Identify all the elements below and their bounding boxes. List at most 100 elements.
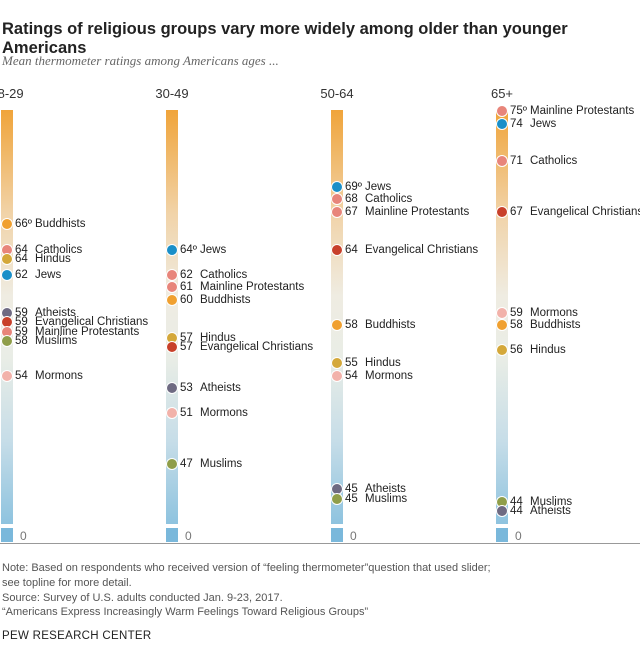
data-label: 54 Mormons [345,370,413,382]
data-label: 44 Atheists [510,505,571,517]
group-label: Muslims [530,495,573,508]
group-label: Hindus [35,253,71,266]
value-label: 59 [15,306,28,319]
note-cont: see topline for more detail. [2,577,132,589]
group-label: Muslims [200,457,243,470]
data-label: 59 Mainline Protestants [15,326,139,338]
data-label: 59 Evangelical Christians [15,316,148,328]
chart-subtitle: Mean thermometer ratings among Americans… [2,53,279,68]
data-label: 44 Muslims [510,496,572,508]
note: Note: Based on respondents who received … [2,562,491,574]
data-point [331,193,343,206]
data-point [331,205,343,218]
value-label: 66º [15,218,32,231]
data-point [166,382,178,395]
chart-title: Ratings of religious groups vary more wi… [2,20,568,57]
zero-block [166,528,178,542]
data-point [166,268,178,281]
data-label: 45 Atheists [345,483,406,495]
data-point [331,319,343,332]
data-label: 64 Hindus [15,253,71,265]
value-label: 59 [15,325,28,338]
data-point [496,155,508,168]
data-point [166,243,178,256]
data-label: 64 Evangelical Christians [345,244,478,256]
value-label: 62 [180,268,193,281]
zero-block [331,528,343,542]
value-label: 44 [510,495,523,508]
group-label: Catholics [365,193,413,206]
zero-label: 0 [20,529,27,543]
data-label: 58 Muslims [15,335,77,347]
group-label: Mormons [530,306,578,319]
value-label: 57 [180,341,193,354]
brand-logo: PEW RESEARCH CENTER [2,630,152,642]
group-label: Muslims [365,492,408,505]
data-point [496,505,508,518]
data-label: 64 Catholics [15,244,82,256]
data-label: 62 Catholics [180,269,247,281]
data-point [166,407,178,420]
value-label: 74 [510,117,523,130]
value-label: 61 [180,281,193,294]
data-point [1,218,13,231]
value-label: 58 [510,319,523,332]
value-label: 53 [180,382,193,395]
value-label: 54 [15,369,28,382]
value-label: 47 [180,457,193,470]
group-label: Jews [200,243,227,256]
data-point [496,105,508,117]
group-label: Jews [530,117,557,130]
value-label: 56 [510,344,523,357]
group-label: Buddhists [35,218,86,231]
group-label: Hindus [530,344,566,357]
group-label: Buddhists [530,319,581,332]
value-label: 64 [345,243,358,256]
group-label: Mainline Protestants [365,205,470,218]
group-label: Mainline Protestants [35,325,140,338]
data-label: 69º Jews [345,181,391,193]
data-label: 57 Evangelical Christians [180,341,313,353]
group-label: Mainline Protestants [200,281,305,294]
group-label: Evangelical Christians [200,341,314,354]
data-label: 61 Mainline Protestants [180,281,304,293]
data-label: 74 Jews [510,118,556,130]
value-label: 45 [345,492,358,505]
data-label: 51 Mormons [180,407,248,419]
value-label: 58 [345,319,358,332]
group-label: Evangelical Christians [530,205,640,218]
group-label: Mormons [365,369,413,382]
data-point [1,369,13,382]
group-label: Hindus [200,331,236,344]
data-point [331,180,343,193]
value-label: 60 [180,294,193,306]
zero-label: 0 [350,529,357,543]
data-label: 68 Catholics [345,193,412,205]
group-label: Jews [365,180,392,193]
group-label: Atheists [35,306,76,319]
group-label: Mainline Protestants [530,105,635,117]
data-point [496,117,508,130]
data-label: 67 Mainline Protestants [345,206,469,218]
value-label: 67 [510,205,523,218]
data-label: 66º Buddhists [15,218,86,230]
group-label: Buddhists [365,319,416,332]
group-label: Muslims [35,335,78,348]
data-label: 75º Mainline Protestants [510,105,634,117]
data-point [331,243,343,256]
data-label: 58 Buddhists [510,319,581,331]
value-label: 57 [180,331,193,344]
group-label: Evangelical Christians [35,316,149,329]
data-point [1,253,13,266]
panel-label-1: 30-49 [155,86,189,101]
panel-label-3: 65+ [490,86,514,101]
value-label: 51 [180,407,193,420]
data-point [166,294,178,306]
data-label: 53 Atheists [180,382,241,394]
data-label: 71 Catholics [510,155,577,167]
value-label: 71 [510,155,523,168]
data-label: 59 Atheists [15,307,76,319]
data-label: 47 Muslims [180,458,242,470]
group-label: Catholics [35,243,83,256]
data-point [331,369,343,382]
